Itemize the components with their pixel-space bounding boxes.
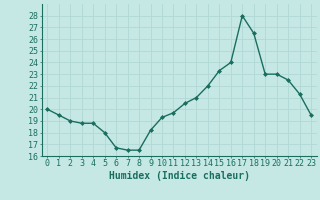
X-axis label: Humidex (Indice chaleur): Humidex (Indice chaleur) [109, 171, 250, 181]
